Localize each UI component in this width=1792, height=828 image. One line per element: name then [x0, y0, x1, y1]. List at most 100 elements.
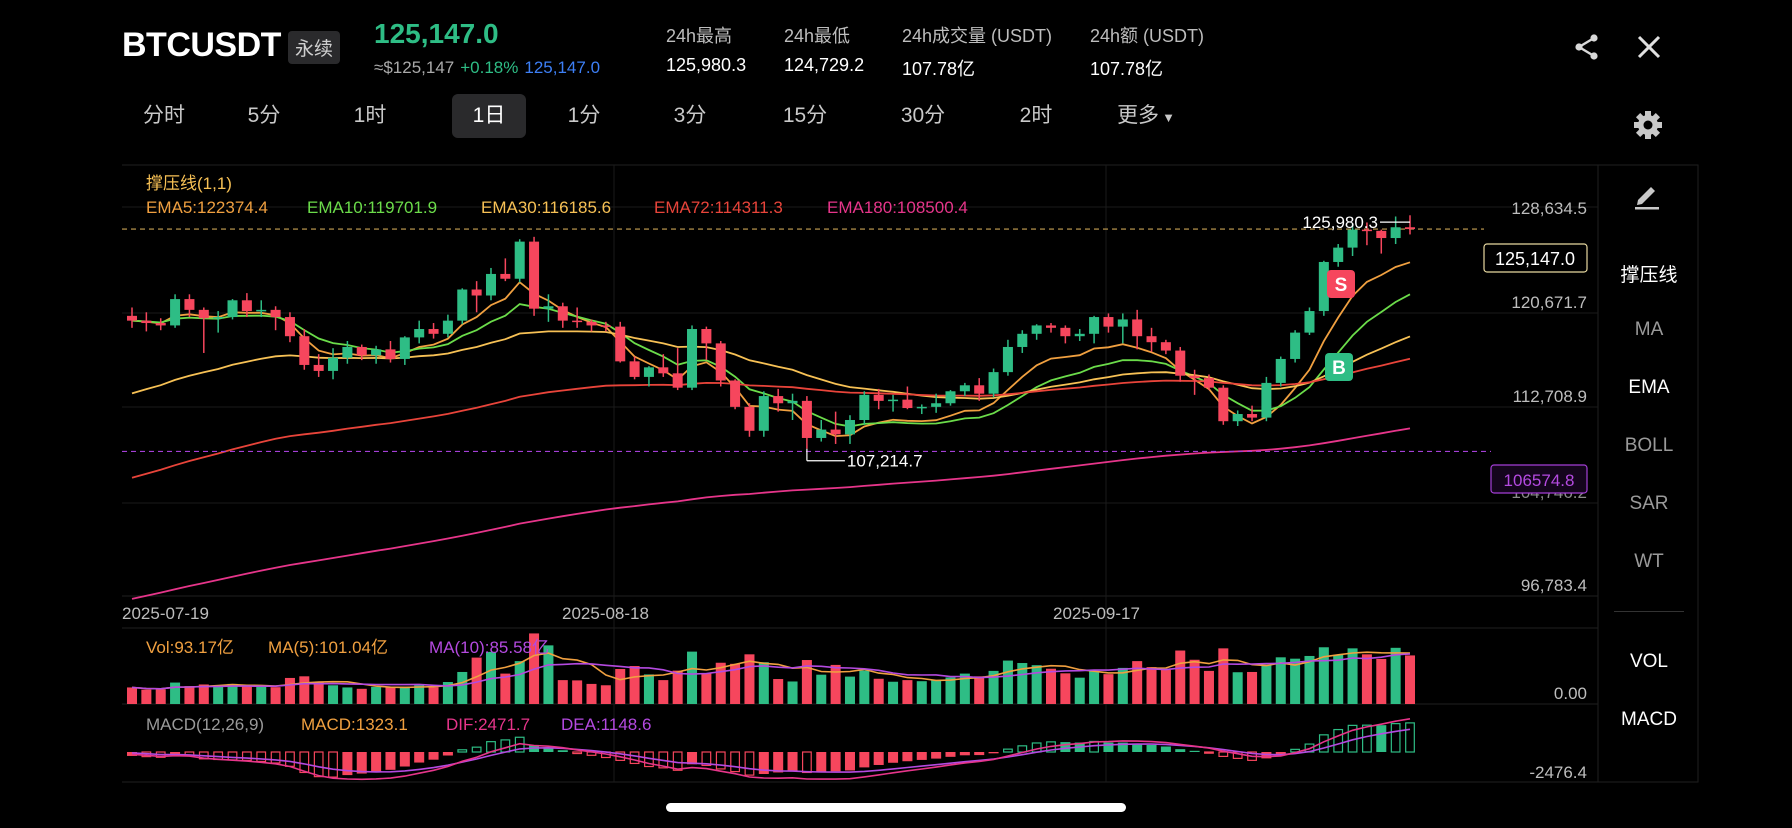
ema-line	[131, 427, 1411, 600]
volume-legend: Vol:93.17亿	[146, 638, 234, 657]
ema72-legend: EMA72:114311.3	[654, 198, 783, 217]
tab-timeframe-active[interactable]: 1日	[452, 94, 526, 138]
volume-bar	[1117, 667, 1128, 704]
tab-timeframe[interactable]: 15分	[782, 104, 828, 127]
volume-bar	[902, 680, 913, 704]
volume-bar	[615, 668, 626, 704]
candle-body	[859, 394, 870, 421]
candle-body	[1189, 375, 1200, 379]
price-axis-label: 128,634.5	[1511, 199, 1587, 218]
close-icon[interactable]	[1636, 34, 1662, 60]
candle-body	[1175, 350, 1186, 376]
candle-body	[1103, 317, 1114, 327]
candle-body	[1347, 229, 1358, 248]
volume-bar	[1333, 654, 1344, 704]
candle-body	[1031, 325, 1042, 334]
side-item-vol[interactable]: VOL	[1629, 651, 1669, 672]
candle-body	[1361, 229, 1372, 232]
tab-timeframe[interactable]: 1分	[567, 104, 601, 127]
candle-body	[328, 357, 339, 371]
macd-histogram-bar	[1218, 751, 1229, 758]
tab-timeframe[interactable]: 3分	[673, 104, 707, 127]
macd-histogram-bar	[1204, 751, 1214, 754]
macd-histogram-bar	[758, 752, 769, 774]
macd-histogram-bar	[385, 752, 396, 770]
price-axis-label: 96,783.4	[1521, 576, 1587, 595]
low-marker-label: 107,214.7	[847, 452, 923, 471]
volume-bar	[385, 687, 396, 704]
macd-histogram-bar	[1146, 744, 1157, 752]
candle-body	[1203, 378, 1214, 388]
candle-body	[1404, 227, 1416, 230]
candle-body	[715, 343, 726, 381]
volume-bar	[672, 670, 683, 704]
volume-bar	[1275, 657, 1286, 704]
candle-body	[529, 241, 540, 309]
ema180-legend: EMA180:108500.4	[827, 198, 968, 217]
gear-icon[interactable]	[1632, 109, 1664, 141]
volume-bar	[974, 676, 985, 704]
tab-timeframe[interactable]: 2时	[1019, 104, 1053, 127]
volume-bar	[1132, 661, 1143, 704]
tab-timeframe[interactable]: 1时	[353, 104, 387, 127]
volume-bar	[356, 688, 367, 704]
candle-body	[1132, 319, 1143, 337]
volume-bar	[1103, 674, 1114, 704]
candle-body	[385, 349, 396, 359]
candle-body	[184, 299, 195, 310]
volume-bar	[730, 663, 741, 704]
candle-body	[284, 317, 295, 337]
tab-more[interactable]: 更多 ▼	[1108, 94, 1184, 138]
macd-histogram-bar	[313, 751, 324, 778]
stat-value: 124,729.2	[784, 55, 865, 75]
macd-histogram-bar	[1362, 724, 1372, 753]
volume-bar	[1146, 667, 1157, 704]
volume-bar	[1060, 673, 1071, 704]
usd-equivalent: ≈$125,147	[374, 58, 455, 77]
sell-signal-label: S	[1335, 275, 1348, 296]
side-item-boll[interactable]: BOLL	[1624, 435, 1674, 456]
candle-body	[801, 400, 812, 438]
stat-24h-high: 24h最高 125,980.3	[666, 22, 746, 76]
macd-histogram-bar	[170, 752, 181, 756]
stat-label: 24h额 (USDT)	[1090, 26, 1205, 46]
share-icon[interactable]	[1572, 32, 1602, 62]
contract-type-badge: 永续	[288, 31, 341, 64]
volume-ma10-legend: MA(10):85.58亿	[429, 638, 549, 657]
side-item-ema[interactable]: EMA	[1628, 377, 1670, 398]
candle-body	[457, 289, 468, 321]
volume-bar	[816, 674, 827, 704]
volume-bar	[1017, 663, 1028, 704]
ema5-legend: EMA5:122374.4	[146, 198, 268, 217]
tab-timeframe[interactable]: 5分	[247, 104, 281, 127]
macd-histogram-bar	[959, 752, 970, 756]
macd-histogram-bar	[1333, 728, 1344, 753]
tab-timeframe[interactable]: 分时	[143, 104, 185, 127]
symbol-title[interactable]: BTCUSDT	[122, 26, 281, 64]
volume-bar	[414, 685, 425, 704]
volume-bar	[931, 680, 942, 704]
current-price-box	[1483, 243, 1588, 273]
candle-body	[1160, 342, 1171, 351]
side-item-wt[interactable]: WT	[1634, 551, 1664, 572]
candle-body	[658, 367, 669, 374]
macd-histogram-bar	[1376, 725, 1387, 752]
candle-body	[787, 400, 798, 404]
macd-histogram-bar	[988, 752, 999, 754]
support-line-tag: 106574.8	[1504, 471, 1575, 490]
date-axis-label: 2025-09-17	[1053, 604, 1140, 623]
macd-histogram-bar	[270, 751, 281, 764]
side-item-support-resistance[interactable]: 撑压线	[1620, 265, 1678, 286]
draw-pencil-icon[interactable]	[1632, 180, 1662, 210]
macd-histogram-bar	[1003, 748, 1013, 753]
candle-body	[629, 361, 640, 377]
side-item-ma[interactable]: MA	[1634, 319, 1664, 340]
volume-bar	[758, 662, 769, 704]
macd-histogram-bar	[974, 752, 985, 756]
side-item-sar[interactable]: SAR	[1629, 493, 1669, 514]
candle-body	[1218, 387, 1229, 422]
side-item-macd[interactable]: MACD	[1621, 709, 1677, 730]
macd-legend-value: MACD:1323.1	[301, 715, 408, 734]
tab-timeframe[interactable]: 30分	[900, 104, 946, 127]
